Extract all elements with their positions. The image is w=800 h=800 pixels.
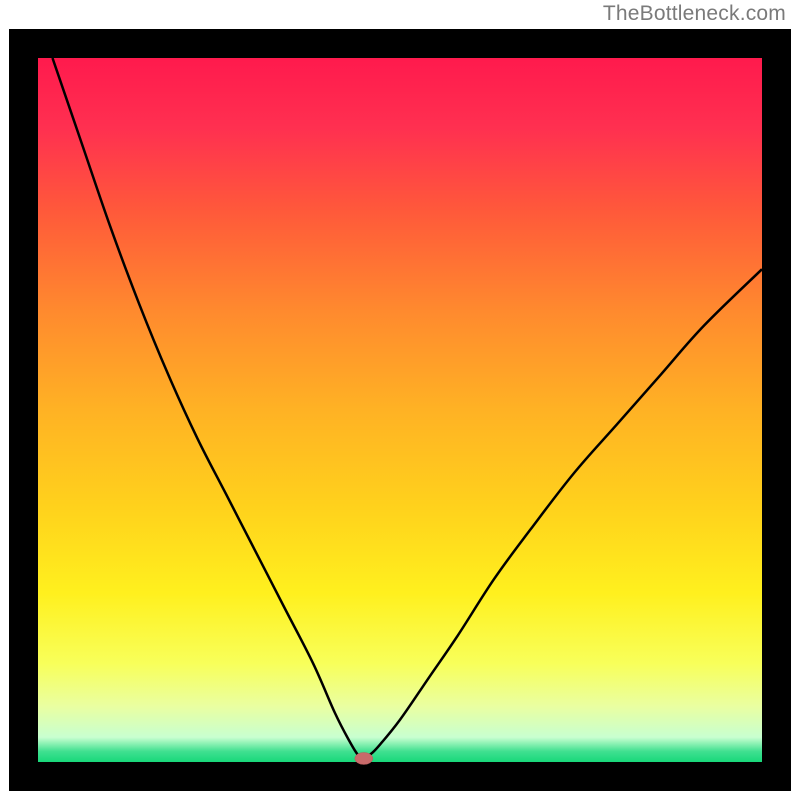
- plot-background: [38, 58, 762, 762]
- watermark-text: TheBottleneck.com: [603, 2, 786, 26]
- optimal-point-marker: [355, 752, 373, 764]
- bottleneck-chart: [0, 0, 800, 800]
- chart-container: { "watermark": { "text": "TheBottleneck.…: [0, 0, 800, 800]
